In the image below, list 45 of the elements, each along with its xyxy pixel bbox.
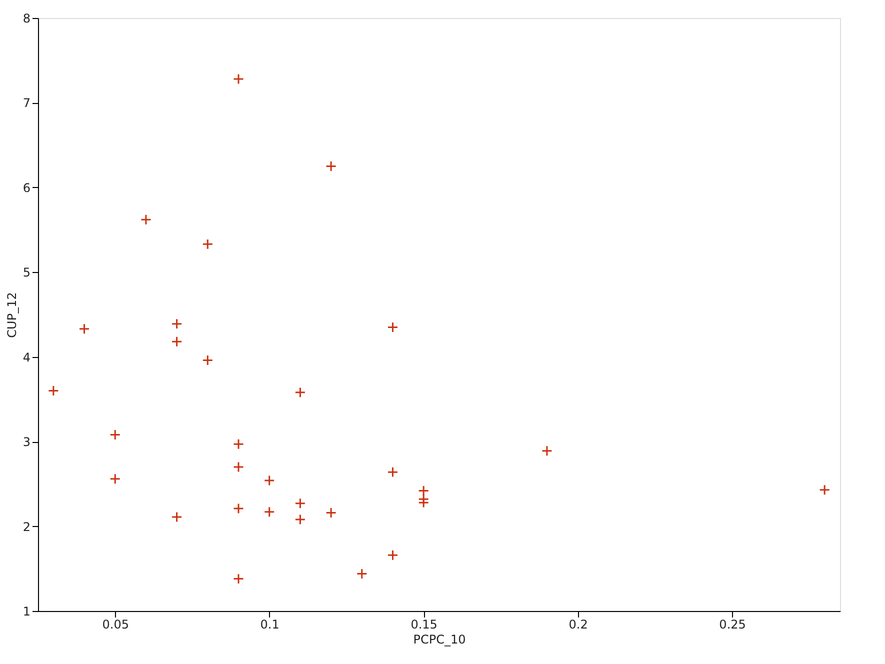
y-tick-label: 8 <box>22 12 30 26</box>
point <box>233 74 244 84</box>
point <box>387 322 398 333</box>
point <box>202 354 214 366</box>
point <box>110 429 121 440</box>
point <box>356 568 368 580</box>
point <box>387 466 398 478</box>
x-tick-label: 0.15 <box>410 618 438 632</box>
point <box>294 498 306 509</box>
point <box>418 497 430 508</box>
point <box>233 461 244 472</box>
point <box>48 385 59 396</box>
point <box>541 445 552 456</box>
y-tick-label: 3 <box>22 435 30 450</box>
point <box>294 514 306 525</box>
point <box>233 438 244 450</box>
x-tick-label: 0.2 <box>568 618 588 632</box>
point <box>171 318 182 330</box>
x-tick-label: 0.1 <box>260 618 280 632</box>
point <box>294 386 306 398</box>
point <box>264 475 275 486</box>
point <box>171 336 182 348</box>
point <box>326 160 337 172</box>
point <box>233 503 244 514</box>
y-tick-label: 1 <box>22 604 30 618</box>
point <box>418 485 430 496</box>
y-tick-label: 6 <box>22 180 30 195</box>
point <box>819 484 830 496</box>
point <box>110 473 121 484</box>
point <box>387 550 398 561</box>
point <box>202 238 214 250</box>
point <box>326 507 337 518</box>
point <box>171 511 182 522</box>
y-axis-title: CUP_12 <box>4 292 19 338</box>
point <box>264 506 275 518</box>
y-tick-label: 5 <box>22 266 30 280</box>
x-tick-label: 0.05 <box>102 618 129 632</box>
y-tick-label: 7 <box>22 96 30 110</box>
x-axis-title: PCPC_10 <box>413 632 466 646</box>
point <box>233 573 244 584</box>
point <box>78 323 90 334</box>
y-tick-label: 2 <box>22 520 30 534</box>
y-tick-label: 4 <box>22 350 30 364</box>
x-tick-label: 0.25 <box>719 618 746 632</box>
point <box>140 214 152 226</box>
